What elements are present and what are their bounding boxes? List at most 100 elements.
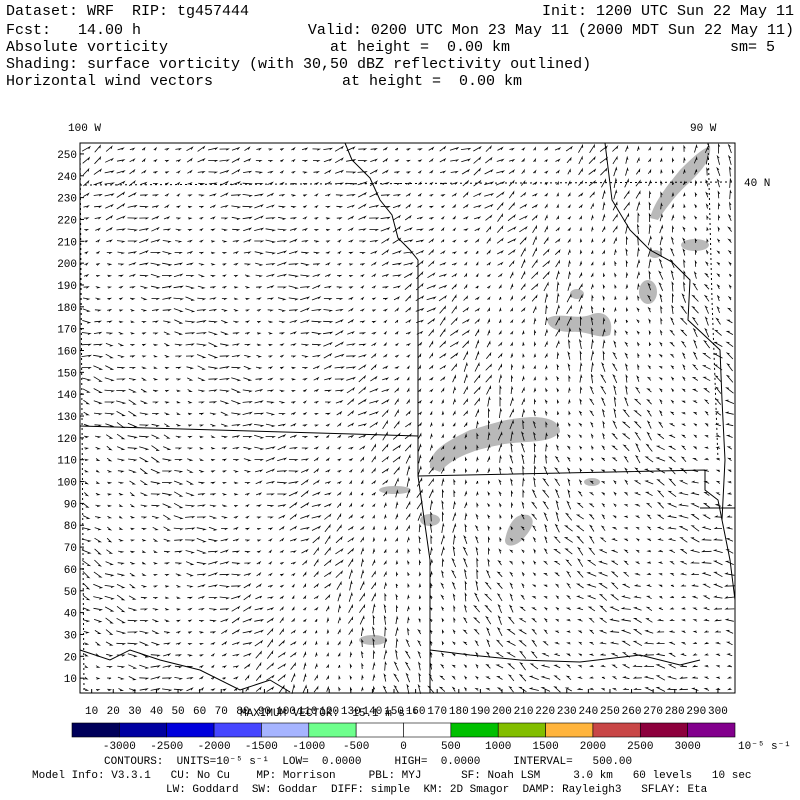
x-tick-label: 270 bbox=[643, 706, 663, 718]
shade-region bbox=[505, 514, 533, 546]
contour-info: CONTOURS: UNITS=10⁻⁵ s⁻¹ LOW= 0.0000 HIG… bbox=[104, 756, 632, 768]
y-tick-label: 30 bbox=[64, 630, 77, 642]
y-tick-label: 220 bbox=[57, 215, 77, 227]
x-tick-label: 120 bbox=[319, 706, 339, 718]
state-border bbox=[79, 142, 85, 694]
colorbar-label: 3000 bbox=[674, 741, 700, 753]
max-vector: MAXIMUM VECTOR: 15.1 m s⁻¹ bbox=[240, 708, 418, 720]
smoothing: sm= 5 bbox=[730, 39, 775, 56]
header: Dataset: WRF RIP: tg457444 Init: 1200 UT… bbox=[6, 3, 794, 90]
y-tick-label: 190 bbox=[57, 281, 77, 293]
y-tick-label: 250 bbox=[57, 150, 77, 162]
shade-region bbox=[570, 289, 584, 299]
colorbar-label: -500 bbox=[343, 741, 369, 753]
shading-desc: Shading: surface vorticity (with 30,50 d… bbox=[6, 56, 591, 73]
x-tick-label: 150 bbox=[384, 706, 404, 718]
y-tick-label: 100 bbox=[57, 478, 77, 490]
x-tick-label: 210 bbox=[514, 706, 534, 718]
field-height: at height = 0.00 km bbox=[342, 73, 522, 90]
shading bbox=[359, 146, 711, 645]
x-tick-label: 100 bbox=[276, 706, 296, 718]
colorbar-label: -1500 bbox=[245, 741, 278, 753]
x-tick-label: 80 bbox=[236, 706, 249, 718]
y-tick-label: 90 bbox=[64, 499, 77, 511]
x-tick-label: 60 bbox=[193, 706, 206, 718]
state-border bbox=[429, 649, 701, 666]
footer: CONTOURS: UNITS=10⁻⁵ s⁻¹ LOW= 0.0000 HIG… bbox=[32, 756, 752, 796]
state-border bbox=[344, 142, 419, 261]
colorbar-swatch bbox=[213, 722, 262, 738]
colorbar-label: -1000 bbox=[292, 741, 325, 753]
y-tick-label: 200 bbox=[57, 259, 77, 271]
shade-region bbox=[649, 250, 661, 258]
colorbar-swatch bbox=[497, 722, 546, 738]
wind-arrows bbox=[81, 143, 735, 694]
colorbar-swatch bbox=[261, 722, 310, 738]
shade-region bbox=[681, 239, 709, 251]
x-tick-label: 180 bbox=[449, 706, 469, 718]
colorbar-swatch bbox=[308, 722, 357, 738]
x-tick-label: 40 bbox=[150, 706, 163, 718]
shade-region bbox=[379, 486, 411, 494]
colorbar-label: -2500 bbox=[150, 741, 183, 753]
x-tick-label: 110 bbox=[298, 706, 318, 718]
colorbar-label: 1500 bbox=[532, 741, 558, 753]
x-tick-label: 140 bbox=[363, 706, 383, 718]
y-tick-label: 240 bbox=[57, 172, 77, 184]
colorbar-label: 500 bbox=[441, 741, 461, 753]
colorbar-label: -3000 bbox=[103, 741, 136, 753]
x-tick-label: 30 bbox=[128, 706, 141, 718]
colorbar-swatch bbox=[592, 722, 641, 738]
y-tick-label: 210 bbox=[57, 237, 77, 249]
x-tick-label: 10 bbox=[85, 706, 98, 718]
state-border bbox=[417, 469, 723, 521]
colorbar-label: 1000 bbox=[485, 741, 511, 753]
longitude-label: 90 W bbox=[690, 123, 717, 135]
y-tick-label: 150 bbox=[57, 368, 77, 380]
x-tick-label: 260 bbox=[622, 706, 642, 718]
colorbar-label: 2500 bbox=[627, 741, 653, 753]
field-height: at height = 0.00 km bbox=[330, 39, 510, 56]
x-tick-label: 290 bbox=[686, 706, 706, 718]
colorbar-swatch bbox=[545, 722, 594, 738]
y-tick-label: 40 bbox=[64, 609, 77, 621]
shade-region bbox=[650, 146, 711, 220]
y-tick-label: 60 bbox=[64, 565, 77, 577]
physics-info: LW: Goddard SW: Goddar DIFF: simple KM: … bbox=[166, 784, 708, 796]
x-tick-label: 240 bbox=[578, 706, 598, 718]
colorbar-label: 0 bbox=[400, 741, 407, 753]
plot-frame bbox=[79, 142, 736, 694]
state-border bbox=[417, 475, 431, 693]
x-tick-label: 160 bbox=[406, 706, 426, 718]
colorbar-swatch bbox=[355, 722, 404, 738]
shade-region bbox=[639, 280, 657, 304]
state-border bbox=[79, 181, 736, 186]
wind-vectors bbox=[81, 143, 735, 694]
model-info: Model Info: V3.3.1 CU: No Cu MP: Morriso… bbox=[32, 770, 752, 782]
state-border bbox=[604, 142, 736, 601]
valid-time: Valid: 0200 UTC Mon 23 May 11 (2000 MDT … bbox=[308, 22, 794, 39]
x-tick-label: 230 bbox=[557, 706, 577, 718]
x-tick-label: 130 bbox=[341, 706, 361, 718]
forecast-hour: Fcst: 14.00 h bbox=[6, 22, 141, 39]
y-tick-label: 120 bbox=[57, 434, 77, 446]
init-time: Init: 1200 UTC Sun 22 May 11 bbox=[542, 3, 794, 20]
y-tick-label: 50 bbox=[64, 587, 77, 599]
x-tick-label: 280 bbox=[665, 706, 685, 718]
colorbar-swatch bbox=[119, 722, 168, 738]
dataset: Dataset: WRF RIP: tg457444 bbox=[6, 3, 249, 20]
colorbar-units: 10⁻⁵ s⁻¹ bbox=[738, 741, 791, 753]
colorbar-swatch bbox=[687, 722, 736, 738]
x-tick-label: 250 bbox=[600, 706, 620, 718]
x-tick-label: 220 bbox=[535, 706, 555, 718]
y-tick-label: 130 bbox=[57, 412, 77, 424]
field-name: Horizontal wind vectors bbox=[6, 73, 213, 90]
longitude-label: 100 W bbox=[68, 123, 101, 135]
y-tick-label: 170 bbox=[57, 325, 77, 337]
y-tick-label: 180 bbox=[57, 303, 77, 315]
x-tick-label: 50 bbox=[171, 706, 184, 718]
state-border bbox=[79, 425, 419, 437]
colorbar-swatch bbox=[403, 722, 452, 738]
y-tick-label: 10 bbox=[64, 674, 77, 686]
shade-region bbox=[547, 312, 612, 337]
